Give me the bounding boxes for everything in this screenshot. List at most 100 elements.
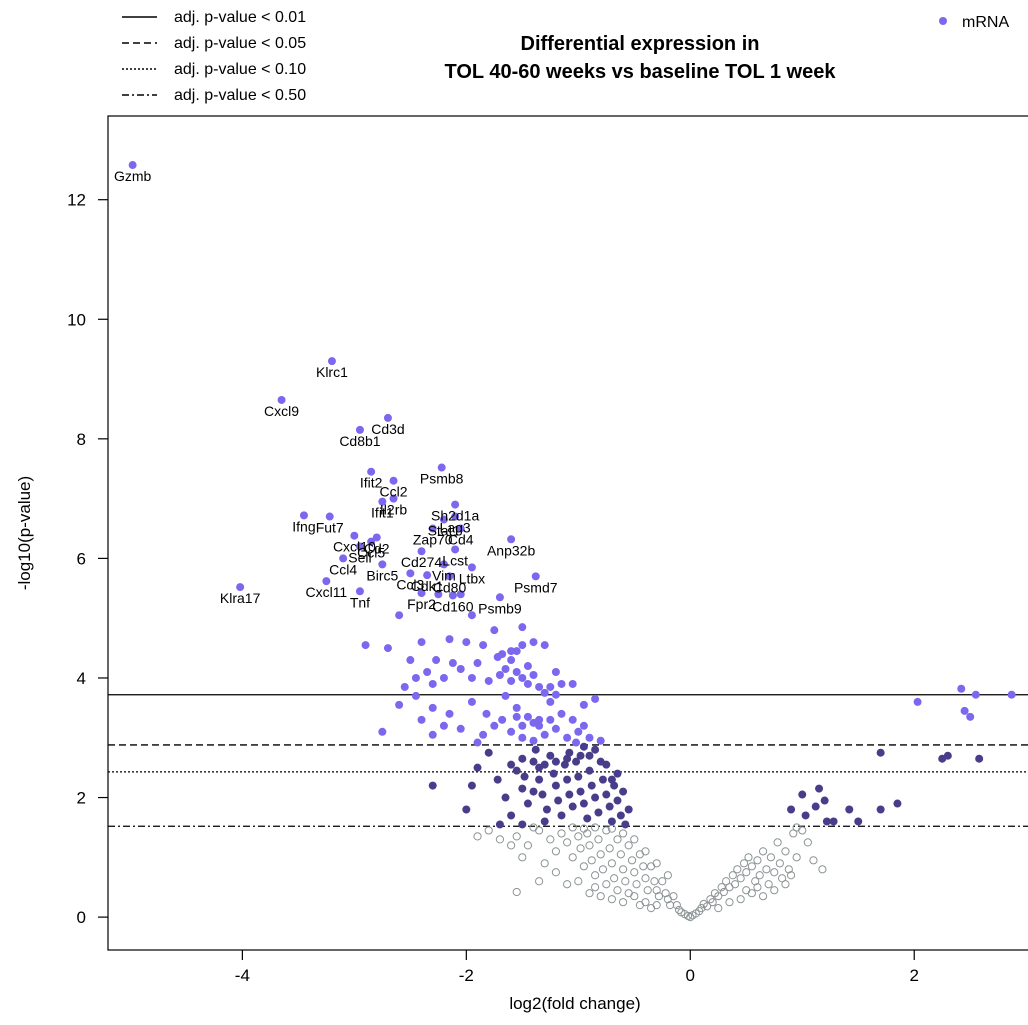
point-moderate-7 <box>512 766 521 775</box>
chart-title: Differential expression in TOL 40-60 wee… <box>445 33 837 83</box>
gene-point-ifng <box>299 511 308 520</box>
point-moderate-41 <box>531 745 540 754</box>
point-ns-79 <box>773 838 782 847</box>
point-ns-26 <box>624 841 633 850</box>
point-strong-mid-0 <box>395 700 404 709</box>
point-ns-115 <box>725 898 734 907</box>
point-ns-22 <box>613 835 622 844</box>
gene-label-ccl5: Ccl5 <box>357 545 385 561</box>
gene-point-cd4 <box>456 524 465 533</box>
point-ns-72 <box>753 856 762 865</box>
point-ns-99 <box>574 877 583 886</box>
point-strong-28 <box>439 673 448 682</box>
point-strong-mid-6 <box>501 691 510 700</box>
y-tick-label-6: 12 <box>67 191 86 210</box>
point-moderate-75 <box>893 799 902 808</box>
point-strong-29 <box>467 673 476 682</box>
point-strong-34 <box>523 679 532 688</box>
point-ns-16 <box>596 850 605 859</box>
point-ns-107 <box>641 898 650 907</box>
point-strong-9 <box>479 641 488 650</box>
point-ns-9 <box>576 844 585 853</box>
point-moderate-2 <box>473 763 482 772</box>
point-strong-mid-4 <box>467 697 476 706</box>
point-ns-132 <box>663 871 672 880</box>
point-ns-5 <box>557 829 566 838</box>
point-ns-25 <box>621 877 630 886</box>
point-strong-14 <box>529 670 538 679</box>
point-strong-mid-33 <box>585 733 594 742</box>
point-ns-14 <box>590 871 600 880</box>
gene-point-cxcl10 <box>350 531 359 540</box>
point-ns-119 <box>770 886 779 895</box>
point-ns-64 <box>730 880 740 889</box>
point-ns-111 <box>624 889 633 898</box>
gene-label-cd8b1: Cd8b1 <box>339 433 380 449</box>
gene-point-tnf <box>355 587 364 596</box>
point-moderate-31 <box>594 808 603 817</box>
point-strong-42 <box>518 641 527 650</box>
point-ns-63 <box>728 871 737 880</box>
point-ns-116 <box>736 895 745 904</box>
gene-label-ccl4: Ccl4 <box>329 561 357 577</box>
point-strong-mid-34 <box>572 738 581 747</box>
point-moderate-27 <box>583 814 592 823</box>
point-moderate-53 <box>621 820 630 829</box>
point-ns-100 <box>512 887 521 897</box>
point-moderate-58 <box>518 820 527 829</box>
point-ns-81 <box>777 874 787 883</box>
gene-point-cdk1 <box>423 571 432 580</box>
point-ns-103 <box>607 895 616 904</box>
legend-label-001: adj. p-value < 0.01 <box>174 9 306 26</box>
point-strong-mid-42 <box>960 706 969 715</box>
point-ns-4 <box>551 847 561 856</box>
point-ns-120 <box>781 880 790 889</box>
point-moderate-65 <box>798 790 807 799</box>
point-strong-36 <box>546 682 555 691</box>
gene-point-klrc1 <box>327 357 336 366</box>
point-strong-mid-43 <box>966 712 975 721</box>
chart-title-line-1: Differential expression in <box>521 33 760 55</box>
point-moderate-33 <box>598 775 607 784</box>
gene-point-fut7 <box>325 512 334 521</box>
y-tick-label-1: 2 <box>77 789 86 808</box>
point-ns-6 <box>563 838 572 847</box>
point-ns-21 <box>610 874 619 883</box>
point-strong-mid-12 <box>568 715 577 724</box>
point-ns-19 <box>605 844 614 853</box>
point-strong-35 <box>535 682 544 691</box>
point-ns-24 <box>618 865 628 874</box>
point-ns-67 <box>739 859 749 868</box>
point-strong-41 <box>507 647 516 656</box>
point-ns-8 <box>574 832 583 841</box>
point-moderate-50 <box>602 760 611 769</box>
point-ns-69 <box>744 853 753 862</box>
point-strong-mid-28 <box>378 727 387 736</box>
gene-point-psmb9 <box>495 593 504 602</box>
point-moderate-5 <box>501 793 510 802</box>
gene-label-cd160: Cd160 <box>432 598 473 614</box>
point-ns-73 <box>755 871 764 880</box>
gene-label-psmb8: Psmb8 <box>420 471 464 487</box>
point-strong-15 <box>512 647 521 656</box>
gene-label-lag3: Lag3 <box>440 520 471 536</box>
point-ns-97 <box>551 868 561 877</box>
point-moderate-44 <box>520 772 529 781</box>
point-strong-mid-11 <box>557 709 566 718</box>
point-strong-mid-19 <box>540 730 549 739</box>
point-ns-36 <box>652 886 661 895</box>
point-strong-mid-32 <box>546 715 555 724</box>
point-strong-46 <box>495 670 504 679</box>
point-moderate-15 <box>549 769 558 778</box>
point-strong-mid-15 <box>490 721 499 730</box>
point-strong-mid-16 <box>507 727 516 736</box>
gene-label-fut7: Fut7 <box>316 520 344 536</box>
point-moderate-60 <box>428 781 437 790</box>
point-ns-80 <box>775 859 784 868</box>
gene-point-ccl2 <box>389 476 398 485</box>
point-ns-123 <box>742 886 751 895</box>
point-moderate-30 <box>591 793 600 802</box>
point-ns-7 <box>568 853 577 862</box>
